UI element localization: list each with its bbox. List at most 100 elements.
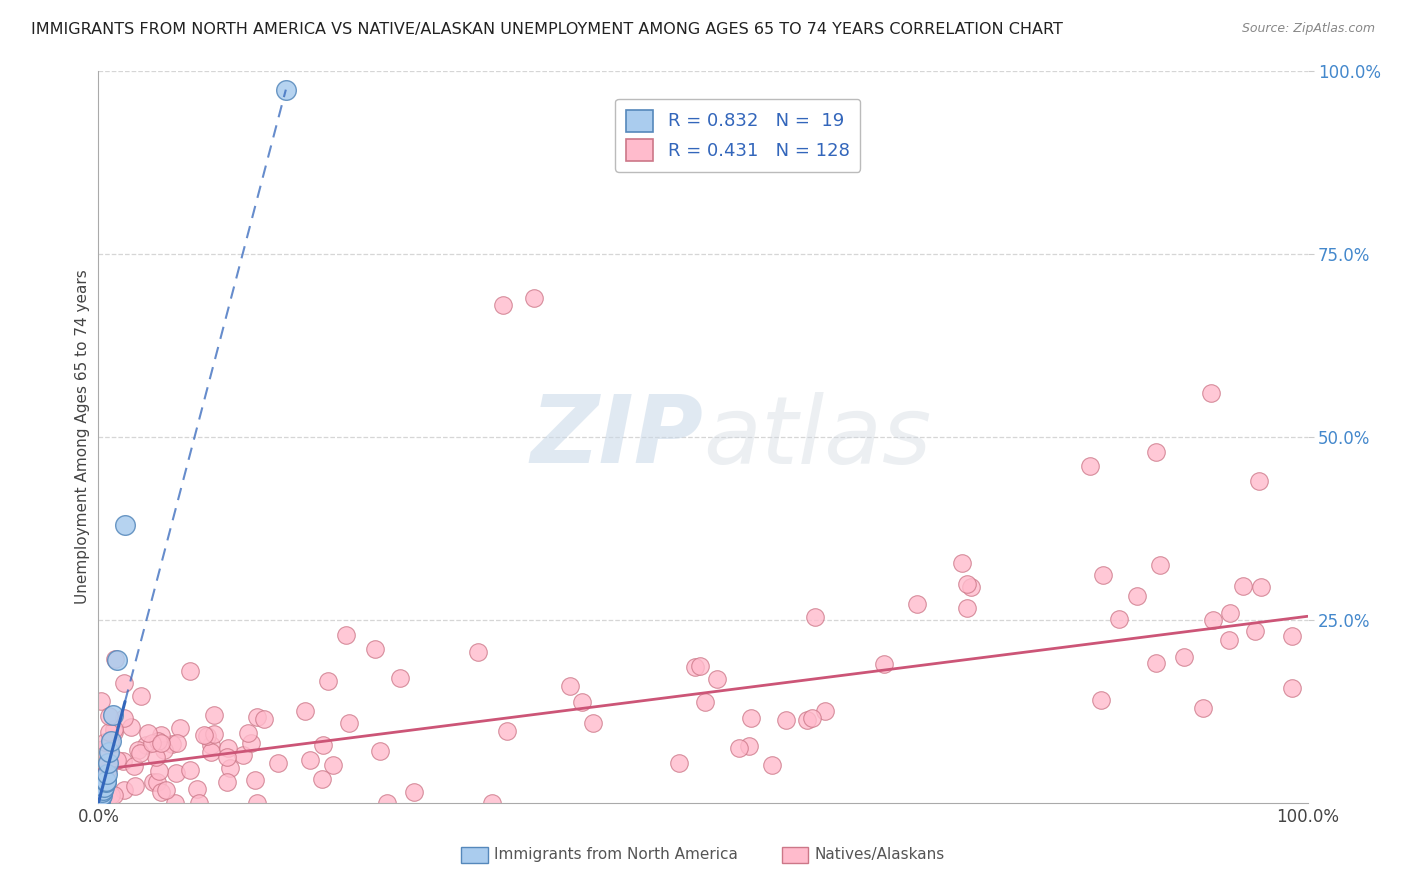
- Point: [100, 788, 122, 802]
- Point: [402, 784, 425, 798]
- Text: Source: ZipAtlas.com: Source: ZipAtlas.com: [1241, 22, 1375, 36]
- Point: [91, 785, 114, 799]
- Point: [581, 716, 603, 731]
- Point: [91, 781, 114, 796]
- Point: [801, 710, 824, 724]
- Point: [267, 756, 290, 771]
- Point: [124, 779, 146, 793]
- Point: [215, 749, 238, 764]
- Point: [112, 676, 135, 690]
- Point: [169, 722, 191, 736]
- Point: [1090, 693, 1112, 707]
- Point: [312, 738, 335, 752]
- Point: [905, 598, 928, 612]
- Point: [89, 794, 111, 808]
- Point: [740, 711, 762, 725]
- Point: [90, 760, 112, 774]
- Point: [100, 733, 122, 747]
- Point: [523, 291, 546, 305]
- Point: [959, 580, 981, 594]
- Point: [153, 742, 176, 756]
- Point: [200, 738, 222, 752]
- Point: [97, 724, 120, 739]
- Point: [142, 775, 165, 789]
- Point: [93, 780, 115, 794]
- Point: [98, 735, 121, 749]
- Point: [149, 728, 172, 742]
- Point: [148, 764, 170, 778]
- Point: [124, 759, 146, 773]
- Point: [103, 724, 125, 739]
- Point: [91, 781, 114, 796]
- Point: [165, 766, 187, 780]
- Point: [93, 772, 115, 786]
- FancyBboxPatch shape: [782, 847, 808, 863]
- Point: [103, 788, 125, 802]
- Point: [90, 694, 112, 708]
- Point: [166, 736, 188, 750]
- Point: [97, 756, 120, 770]
- Legend: R = 0.832   N =  19, R = 0.431   N = 128: R = 0.832 N = 19, R = 0.431 N = 128: [616, 99, 860, 171]
- Point: [1149, 558, 1171, 572]
- Point: [217, 741, 239, 756]
- Point: [127, 743, 149, 757]
- Point: [375, 796, 398, 810]
- Point: [1281, 629, 1303, 643]
- Point: [101, 708, 124, 723]
- Point: [107, 753, 129, 767]
- Point: [558, 679, 581, 693]
- Point: [141, 735, 163, 749]
- Point: [136, 725, 159, 739]
- Point: [91, 782, 114, 797]
- Point: [186, 782, 208, 797]
- Point: [90, 789, 112, 804]
- Point: [188, 796, 211, 810]
- Point: [492, 298, 515, 312]
- Point: [111, 754, 134, 768]
- Point: [129, 690, 152, 704]
- Point: [202, 727, 225, 741]
- Y-axis label: Unemployment Among Ages 65 to 74 years: Unemployment Among Ages 65 to 74 years: [75, 269, 90, 605]
- Point: [165, 796, 187, 810]
- Point: [232, 747, 254, 762]
- Point: [195, 729, 218, 743]
- Point: [311, 772, 333, 786]
- Point: [148, 733, 170, 747]
- Point: [103, 722, 125, 736]
- Point: [91, 789, 114, 803]
- Point: [274, 83, 297, 97]
- Point: [120, 721, 142, 735]
- Point: [1092, 568, 1115, 582]
- Point: [135, 738, 157, 752]
- FancyBboxPatch shape: [461, 847, 488, 863]
- Point: [738, 739, 761, 753]
- Point: [215, 775, 238, 789]
- Point: [1078, 459, 1101, 474]
- Point: [87, 794, 110, 808]
- Point: [761, 758, 783, 772]
- Point: [98, 738, 121, 752]
- Point: [87, 796, 110, 810]
- Point: [202, 708, 225, 723]
- Point: [93, 766, 115, 780]
- Text: Immigrants from North America: Immigrants from North America: [494, 847, 738, 862]
- Point: [112, 782, 135, 797]
- Point: [93, 776, 115, 790]
- Point: [90, 777, 112, 791]
- Point: [112, 711, 135, 725]
- Point: [252, 712, 274, 726]
- Point: [668, 756, 690, 770]
- Point: [298, 753, 321, 767]
- Point: [145, 775, 167, 789]
- Point: [1232, 579, 1254, 593]
- Point: [243, 773, 266, 788]
- Point: [1281, 681, 1303, 696]
- Point: [364, 642, 387, 657]
- Point: [775, 714, 797, 728]
- Point: [950, 557, 973, 571]
- Text: Natives/Alaskans: Natives/Alaskans: [814, 847, 945, 862]
- Point: [495, 724, 517, 739]
- Point: [96, 766, 118, 780]
- Point: [322, 758, 344, 772]
- Point: [114, 517, 136, 532]
